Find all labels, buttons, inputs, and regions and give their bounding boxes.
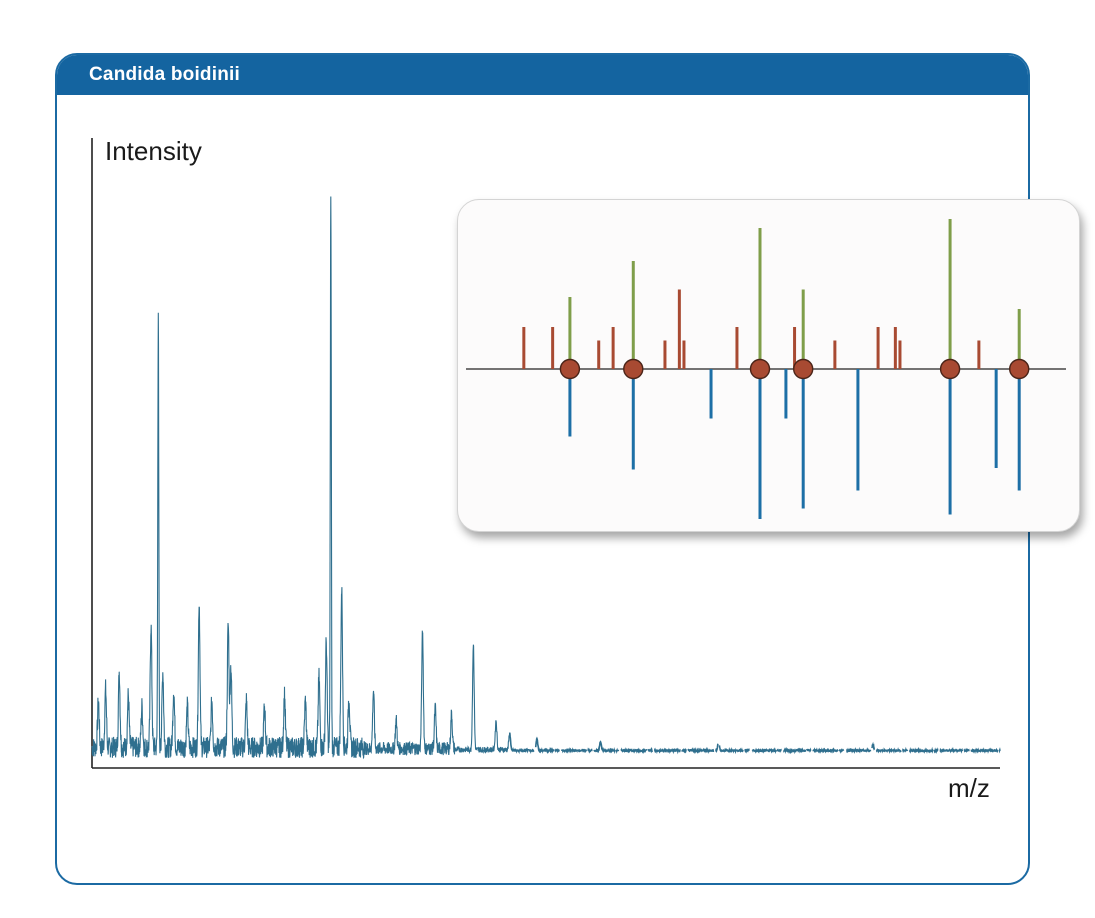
spectrum-trace: [91, 196, 511, 760]
match-marker: [793, 358, 814, 380]
x-axis-label: m/z: [948, 773, 990, 803]
match-marker: [939, 358, 961, 380]
match-marker: [623, 358, 644, 380]
spectrum-trace-tail: [508, 732, 1001, 755]
match-marker: [749, 358, 771, 380]
match-marker: [1009, 358, 1030, 380]
y-axis-label: Intensity: [105, 136, 202, 166]
card-title: Candida boidinii: [57, 55, 1028, 95]
peak-match-chart: [466, 219, 1066, 519]
match-marker: [559, 358, 581, 380]
peak-match-inset: [457, 199, 1080, 532]
